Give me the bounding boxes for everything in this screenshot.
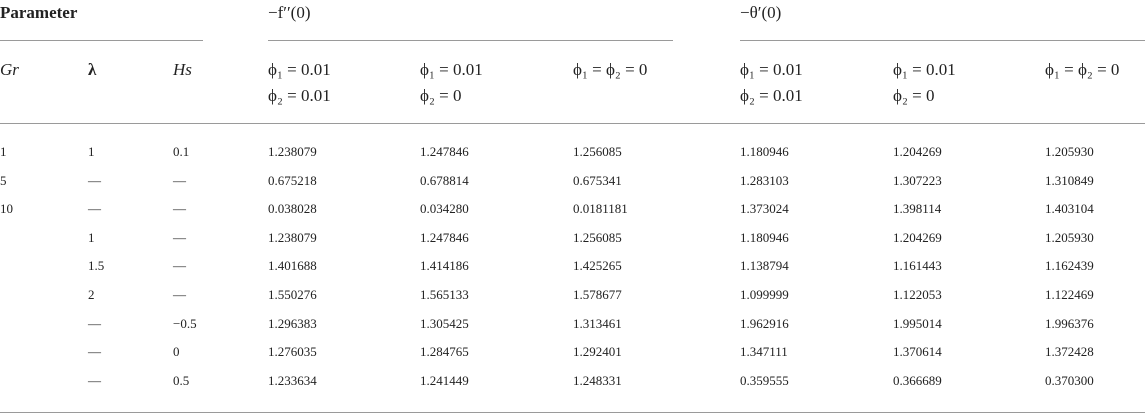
cell: 1.247846 bbox=[420, 229, 469, 245]
sub-header: ϕ₁ = ϕ₂ = 0 bbox=[573, 60, 648, 79]
sub-header: Hs bbox=[173, 60, 192, 79]
cell: 0.366689 bbox=[893, 372, 942, 388]
cell: 0 bbox=[173, 344, 180, 360]
cell: 10 bbox=[0, 201, 13, 217]
cell: 1.238079 bbox=[268, 229, 317, 245]
cell: 1.403104 bbox=[1045, 201, 1094, 217]
cell: 1.995014 bbox=[893, 315, 942, 331]
cell: 1.370614 bbox=[893, 344, 942, 360]
cell: 1.205930 bbox=[1045, 144, 1094, 159]
cell: — bbox=[173, 201, 186, 217]
cell: — bbox=[173, 172, 186, 188]
cell: 1.307223 bbox=[893, 172, 942, 188]
cell: 1.425265 bbox=[573, 258, 622, 274]
cell: 1.283103 bbox=[740, 172, 789, 188]
sub-header: ϕ₂ = 0 bbox=[420, 86, 462, 105]
cell: 1.401688 bbox=[268, 258, 317, 274]
cell: 1.962916 bbox=[740, 315, 789, 331]
cell: 1.180946 bbox=[740, 229, 789, 245]
group-header: −θ′(0) bbox=[740, 3, 782, 22]
cell: 1.233634 bbox=[268, 372, 317, 388]
rule bbox=[740, 40, 1145, 41]
cell: 1.122469 bbox=[1045, 287, 1094, 302]
sub-header: ϕ₂ = 0.01 bbox=[740, 86, 803, 105]
cell: 1.372428 bbox=[1045, 344, 1094, 360]
cell: 2 bbox=[88, 287, 95, 302]
cell: 0.0181181 bbox=[573, 201, 628, 217]
cell: 1.292401 bbox=[573, 344, 622, 360]
cell: 1.414186 bbox=[420, 258, 469, 274]
cell: 1.313461 bbox=[573, 315, 622, 331]
sub-header: ϕ₁ = 0.01 bbox=[893, 60, 956, 79]
cell: 1 bbox=[0, 144, 7, 159]
cell: 1.204269 bbox=[893, 144, 942, 159]
cell: 1 bbox=[88, 144, 95, 159]
cell: 1.205930 bbox=[1045, 229, 1094, 245]
cell: — bbox=[173, 258, 186, 274]
cell: 1.180946 bbox=[740, 144, 789, 159]
sub-header: ϕ₂ = 0 bbox=[893, 86, 935, 105]
sub-header: ϕ₁ = ϕ₂ = 0 bbox=[1045, 60, 1120, 79]
cell: 1.565133 bbox=[420, 287, 469, 302]
cell: 0.370300 bbox=[1045, 372, 1094, 388]
cell: 0.359555 bbox=[740, 372, 789, 388]
cell: 0.034280 bbox=[420, 201, 469, 217]
cell: 1.241449 bbox=[420, 372, 469, 388]
cell: 1.550276 bbox=[268, 287, 317, 302]
rule bbox=[0, 412, 1145, 413]
cell: 1.996376 bbox=[1045, 315, 1094, 331]
cell: 1.398114 bbox=[893, 201, 942, 217]
group-header: −f′′(0) bbox=[268, 3, 311, 22]
cell: 0.1 bbox=[173, 144, 190, 159]
cell: — bbox=[173, 229, 186, 245]
cell: 1 bbox=[88, 229, 95, 245]
sub-header: ϕ₁ = 0.01 bbox=[420, 60, 483, 79]
sub-header: λ bbox=[88, 60, 97, 79]
cell: 0.038028 bbox=[268, 201, 317, 217]
cell: 1.578677 bbox=[573, 287, 622, 302]
rule bbox=[0, 40, 203, 41]
cell: — bbox=[88, 201, 101, 217]
cell: 0.678814 bbox=[420, 172, 469, 188]
cell: −0.5 bbox=[173, 315, 197, 331]
rule bbox=[0, 123, 1145, 124]
cell: 1.247846 bbox=[420, 144, 469, 159]
cell: 0.5 bbox=[173, 372, 190, 388]
cell: 1.161443 bbox=[893, 258, 942, 274]
cell: 1.122053 bbox=[893, 287, 942, 302]
sub-header: ϕ₁ = 0.01 bbox=[740, 60, 803, 79]
cell: — bbox=[88, 372, 101, 388]
sub-header: ϕ₂ = 0.01 bbox=[268, 86, 331, 105]
rule bbox=[268, 40, 673, 41]
cell: 1.248331 bbox=[573, 372, 622, 388]
cell: 1.256085 bbox=[573, 229, 622, 245]
group-header: Parameter bbox=[0, 3, 78, 22]
cell: 5 bbox=[0, 172, 7, 188]
cell: 1.310849 bbox=[1045, 172, 1094, 188]
cell: 1.238079 bbox=[268, 144, 317, 159]
cell: 1.256085 bbox=[573, 144, 622, 159]
cell: 1.204269 bbox=[893, 229, 942, 245]
cell: 1.5 bbox=[88, 258, 105, 274]
cell: 1.162439 bbox=[1045, 258, 1094, 274]
cell: 0.675218 bbox=[268, 172, 317, 188]
cell: 1.296383 bbox=[268, 315, 317, 331]
cell: 1.305425 bbox=[420, 315, 469, 331]
cell: — bbox=[88, 172, 101, 188]
cell: 1.138794 bbox=[740, 258, 789, 274]
sub-header: ϕ₁ = 0.01 bbox=[268, 60, 331, 79]
cell: 1.099999 bbox=[740, 287, 789, 302]
cell: 1.276035 bbox=[268, 344, 317, 360]
cell: 1.373024 bbox=[740, 201, 789, 217]
cell: 1.347111 bbox=[740, 344, 788, 360]
sub-header: Gr bbox=[0, 60, 19, 79]
cell: — bbox=[88, 344, 101, 360]
cell: 0.675341 bbox=[573, 172, 622, 188]
cell: — bbox=[173, 287, 186, 302]
cell: 1.284765 bbox=[420, 344, 469, 360]
cell: — bbox=[88, 315, 101, 331]
